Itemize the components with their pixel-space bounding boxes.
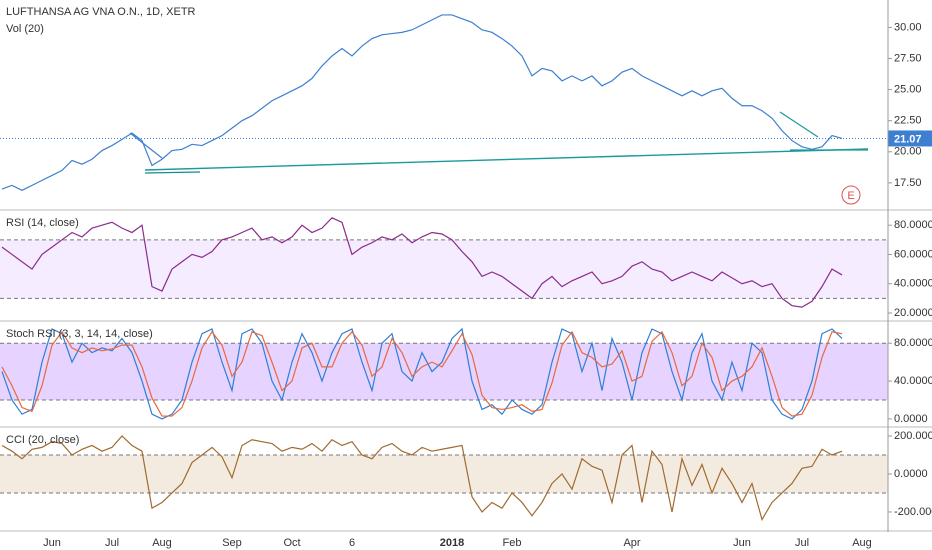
trend-line xyxy=(144,148,869,171)
pane-title: CCI (20, close) xyxy=(6,434,79,446)
drawings xyxy=(129,111,869,174)
trend-line xyxy=(779,111,819,138)
price-label: 21.07 xyxy=(894,133,922,145)
y-tick-label: -200.0000 xyxy=(894,506,932,518)
x-tick-label: Apr xyxy=(623,537,640,549)
y-tick-label: 80.0000 xyxy=(894,219,932,231)
x-tick-label: Aug xyxy=(852,537,872,549)
line-series xyxy=(1,217,843,308)
line-series xyxy=(1,330,843,417)
y-tick-label: 17.50 xyxy=(894,177,922,189)
y-tick-label: 20.0000 xyxy=(894,307,932,319)
x-tick-label: Sep xyxy=(222,537,242,549)
x-tick-label: Jun xyxy=(43,537,61,549)
y-tick-label: 80.0000 xyxy=(894,337,932,349)
y-tick-label: 40.0000 xyxy=(894,278,932,290)
line-series xyxy=(1,327,843,420)
y-tick-label: 200.0000 xyxy=(894,430,932,442)
event-icon-label[interactable]: E xyxy=(847,190,854,202)
y-tick-label: 30.00 xyxy=(894,21,922,33)
x-tick-label: 6 xyxy=(349,537,355,549)
line-series xyxy=(1,14,843,192)
y-tick-label: 22.50 xyxy=(894,115,922,127)
band xyxy=(0,239,888,299)
y-tick-label: 0.0000 xyxy=(894,468,928,480)
y-tick-label: 0.0000 xyxy=(894,413,928,425)
pane: 17.50 20.00 22.50 25.00 27.50 30.00 21.07 LUFTH… xyxy=(0,6,932,211)
x-tick-label: Jul xyxy=(795,537,809,549)
x-tick-label: Feb xyxy=(503,537,522,549)
event-icon[interactable] xyxy=(841,185,861,205)
y-tick-label: 27.50 xyxy=(894,52,922,64)
trend-line xyxy=(144,171,201,174)
y-tick-label: 25.00 xyxy=(894,83,922,95)
band xyxy=(0,454,888,493)
y-tick-label: 60.0000 xyxy=(894,248,932,260)
x-tick-label: Jul xyxy=(105,537,119,549)
pane-subtitle: Vol (20) xyxy=(6,23,44,35)
x-tick-label: Aug xyxy=(152,537,172,549)
x-tick-label: Oct xyxy=(283,537,300,549)
pane-title: Stoch RSI (3, 3, 14, 14, close) xyxy=(6,328,153,340)
x-tick-label: Jun xyxy=(733,537,751,549)
pane-title: LUFTHANSA AG VNA O.N., 1D, XETR xyxy=(6,6,196,18)
pane: 20.0000 40.0000 60.0000 80.0000 RSI (14, clo… xyxy=(0,217,932,322)
trend-line xyxy=(129,132,163,159)
line-series xyxy=(1,435,843,522)
band xyxy=(0,343,888,400)
pane: -200.0000 0.0000 200.0000 CCI (20, close) xyxy=(0,430,932,532)
x-tick-label: 2018 xyxy=(440,537,464,549)
pane: 0.0000 40.0000 80.0000 Stoch RSI (3, 3, 14,… xyxy=(0,327,932,428)
price-label-box xyxy=(888,130,932,147)
y-tick-label: 40.0000 xyxy=(894,375,932,387)
pane-title: RSI (14, close) xyxy=(6,217,79,229)
y-tick-label: 20.00 xyxy=(894,146,922,158)
